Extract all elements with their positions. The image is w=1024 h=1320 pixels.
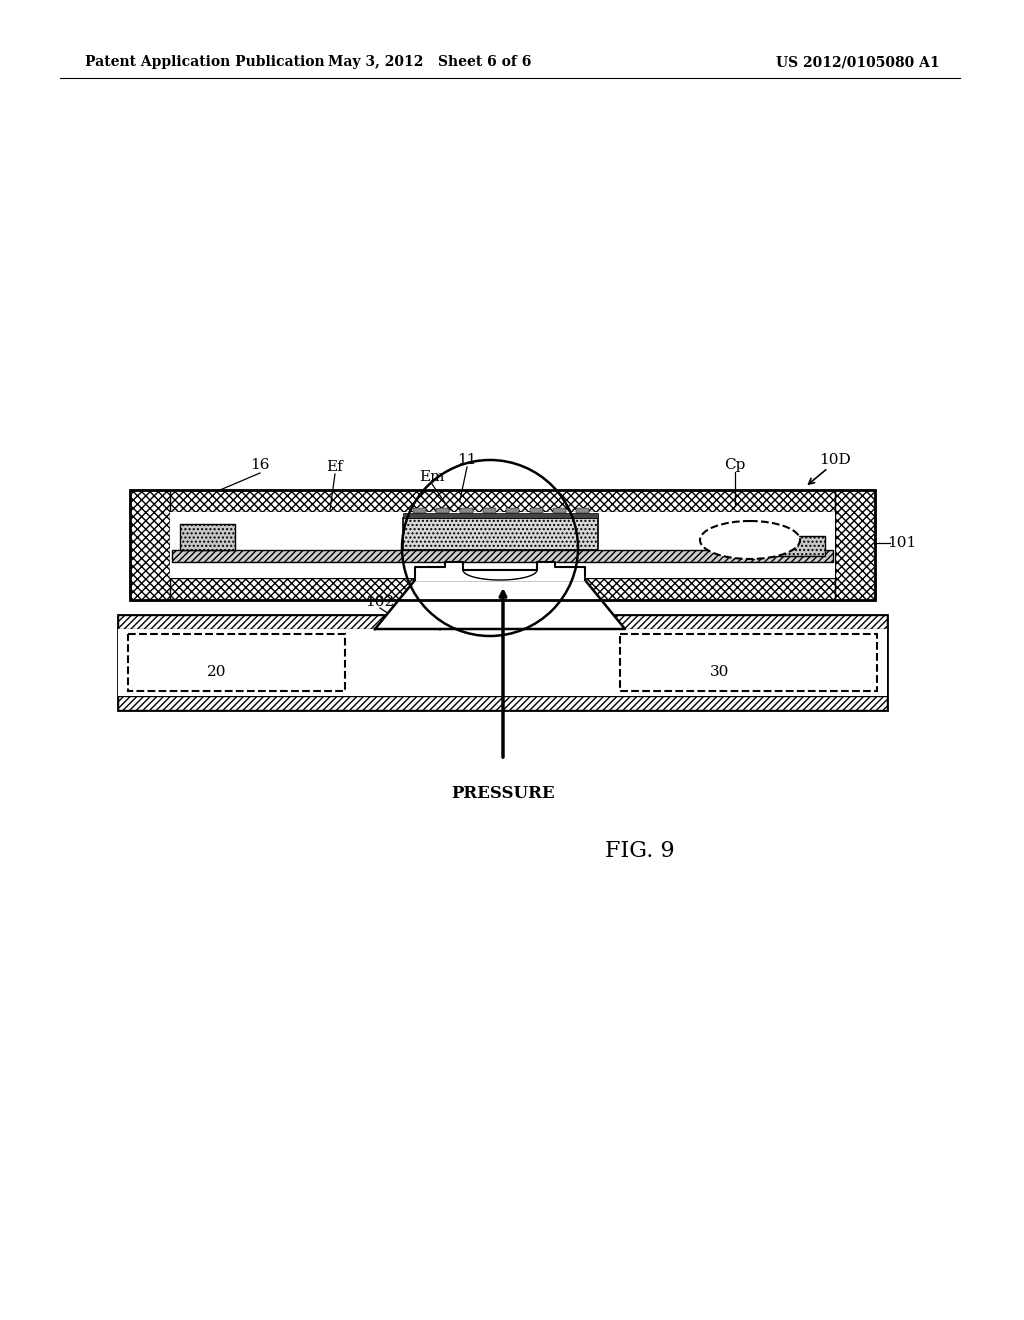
Bar (118, 630, 887, 696)
Bar (118, 696, 887, 710)
Bar (130, 490, 170, 601)
Bar (506, 508, 519, 513)
Text: 16: 16 (250, 458, 269, 473)
Text: US 2012/0105080 A1: US 2012/0105080 A1 (776, 55, 940, 69)
Ellipse shape (700, 521, 800, 558)
Text: 10D: 10D (486, 593, 518, 607)
Bar (118, 615, 887, 710)
Text: May 3, 2012   Sheet 6 of 6: May 3, 2012 Sheet 6 of 6 (329, 55, 531, 69)
Text: Ef: Ef (327, 459, 343, 474)
Bar (775, 536, 825, 556)
Bar (577, 508, 589, 513)
Bar (403, 513, 598, 517)
Text: 30: 30 (711, 665, 730, 678)
Bar (130, 490, 874, 601)
Polygon shape (415, 562, 585, 579)
Text: 101: 101 (888, 536, 916, 550)
Bar (130, 578, 874, 601)
Polygon shape (375, 579, 625, 630)
Bar (413, 508, 426, 513)
Bar (128, 634, 345, 690)
Text: FIG. 9: FIG. 9 (605, 840, 675, 862)
Text: Em: Em (419, 470, 444, 484)
Bar (172, 550, 833, 562)
Text: PRESSURE: PRESSURE (452, 785, 555, 803)
Text: 103: 103 (411, 607, 439, 620)
Bar (118, 615, 887, 630)
Bar (620, 634, 877, 690)
Text: Patent Application Publication: Patent Application Publication (85, 55, 325, 69)
Bar (436, 508, 450, 513)
Text: 20: 20 (207, 665, 226, 678)
Bar (835, 490, 874, 601)
Text: Cp: Cp (724, 458, 745, 473)
Bar (130, 490, 874, 512)
Bar (460, 508, 472, 513)
Bar (403, 517, 598, 550)
Bar (529, 508, 543, 513)
Bar (180, 524, 234, 550)
Text: 10D: 10D (819, 453, 851, 467)
Bar (170, 512, 835, 578)
Bar (553, 508, 566, 513)
Bar (130, 490, 874, 601)
Text: 102: 102 (366, 595, 394, 609)
Text: 11: 11 (458, 453, 477, 467)
Bar (483, 508, 496, 513)
